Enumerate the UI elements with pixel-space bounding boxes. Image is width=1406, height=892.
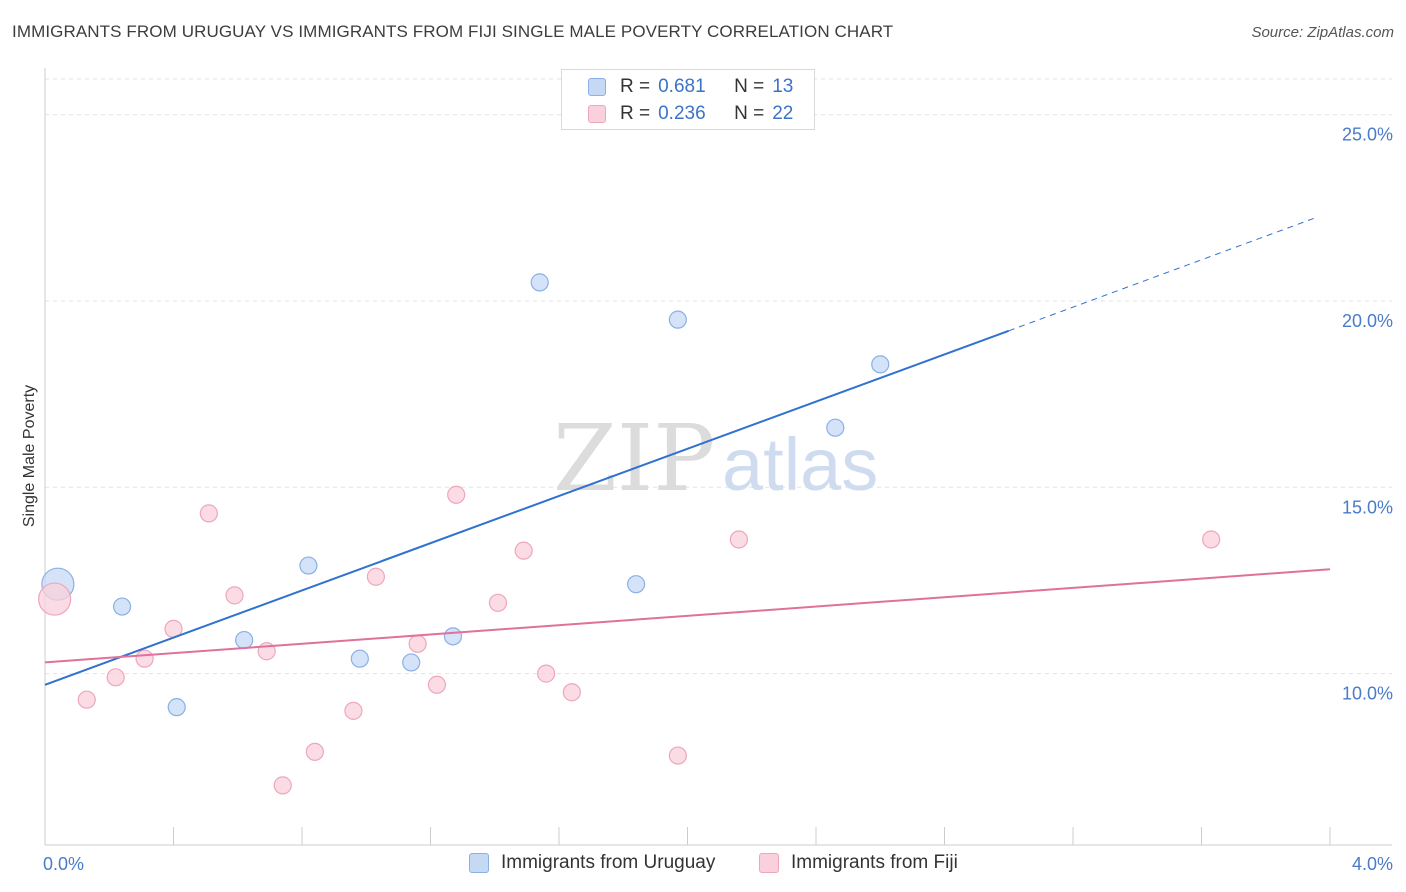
points-layer	[38, 273, 1221, 795]
watermark: ZIP atlas	[553, 405, 878, 512]
axis-layer	[44, 68, 1392, 846]
y-tick-label: 10.0%	[1342, 684, 1393, 704]
r-value-fiji: 0.236	[658, 103, 706, 124]
uruguay-point	[299, 556, 318, 575]
series-legend: Immigrants from Uruguay Immigrants from …	[0, 852, 1406, 876]
fiji-point	[344, 701, 363, 720]
fiji-point	[38, 582, 72, 616]
fiji-point	[562, 683, 581, 702]
uruguay-point	[443, 627, 463, 646]
fiji-point	[537, 664, 556, 683]
fiji-point	[106, 668, 125, 687]
legend-label-uruguay: Immigrants from Uruguay	[501, 852, 716, 873]
n-label: N =	[734, 103, 765, 124]
uruguay-point	[826, 418, 845, 437]
uruguay-point	[530, 273, 549, 292]
uruguay-point	[668, 310, 687, 329]
uruguay-point	[167, 698, 186, 717]
x-tick-label: 0.0%	[43, 854, 84, 874]
correlation-legend: R = 0.681 N = 13 R = 0.236 N = 22	[561, 69, 815, 130]
fiji-point	[488, 593, 508, 612]
uruguay-point	[871, 355, 890, 374]
y-tick-label: 15.0%	[1342, 497, 1393, 517]
fiji-point	[729, 530, 749, 549]
y-axis-label: Single Male Poverty	[21, 385, 38, 527]
legend-row-uruguay: R = 0.681 N = 13	[588, 76, 793, 98]
source-label: Source: ZipAtlas.com	[1251, 24, 1394, 41]
trend-layer	[44, 216, 1331, 686]
chart-title: IMMIGRANTS FROM URUGUAY VS IMMIGRANTS FR…	[12, 22, 894, 41]
uruguay-trend-line	[44, 329, 1010, 686]
r-label: R =	[620, 103, 651, 124]
fiji-point	[514, 541, 533, 560]
uruguay-point	[626, 575, 646, 594]
tick-labels: 10.0% 15.0% 20.0% 25.0% 0.0% 4.0%	[43, 125, 1393, 874]
fiji-point	[225, 586, 244, 605]
uruguay-legend-swatch	[469, 853, 489, 873]
uruguay-swatch	[588, 78, 606, 96]
y-tick-label: 25.0%	[1342, 125, 1393, 145]
fiji-point	[199, 504, 218, 523]
grid-layer	[45, 78, 1392, 675]
n-value-fiji: 22	[772, 103, 794, 124]
legend-label-fiji: Immigrants from Fiji	[791, 852, 958, 873]
legend-item-fiji[interactable]: Immigrants from Fiji	[759, 852, 958, 874]
uruguay-point	[112, 597, 132, 616]
fiji-point	[77, 690, 96, 709]
fiji-legend-swatch	[759, 853, 779, 873]
uruguay-trend-extension	[1008, 216, 1318, 332]
legend-row-fiji: R = 0.236 N = 22	[588, 103, 793, 125]
legend-item-uruguay[interactable]: Immigrants from Uruguay	[469, 852, 715, 874]
fiji-swatch	[588, 105, 606, 123]
uruguay-point	[235, 630, 254, 650]
fiji-trend-line	[44, 568, 1331, 664]
uruguay-point	[402, 653, 421, 672]
fiji-point	[1202, 530, 1221, 549]
fiji-point	[273, 776, 292, 795]
r-label: R =	[620, 76, 651, 97]
fiji-point	[668, 746, 687, 765]
fiji-point	[408, 634, 427, 653]
fiji-point	[305, 742, 324, 761]
fiji-point	[366, 567, 385, 586]
fiji-point	[135, 649, 154, 668]
uruguay-point	[350, 649, 369, 668]
n-label: N =	[734, 76, 765, 97]
y-tick-label: 20.0%	[1342, 311, 1393, 331]
fiji-point	[447, 485, 466, 504]
r-value-uruguay: 0.681	[658, 76, 706, 97]
watermark-zip: ZIP	[553, 405, 715, 512]
n-value-uruguay: 13	[772, 76, 794, 97]
x-tick-label: 4.0%	[1352, 854, 1393, 874]
fiji-point	[427, 675, 447, 694]
watermark-atlas: atlas	[722, 423, 878, 506]
